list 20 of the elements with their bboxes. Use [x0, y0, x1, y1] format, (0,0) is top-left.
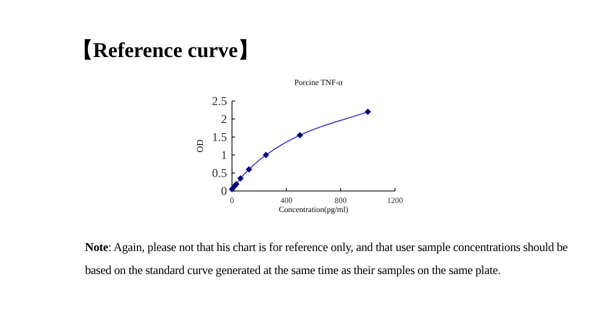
point	[364, 108, 372, 115]
point	[296, 132, 304, 138]
x-tick-label: 400	[280, 196, 292, 205]
point	[262, 152, 270, 158]
y-tick-label: 2	[221, 112, 227, 126]
x-axis-title: Concentration(pg/ml)	[278, 205, 348, 214]
text: Note: Again, please not that his chart is for reference only, and that user sample concentrations should be based on the standard curve generated at the same time as their samples on the same plate.	[85, 240, 568, 277]
y-axis-title: OD	[195, 139, 205, 152]
y-tick-label: 1	[221, 148, 227, 162]
y-tick-label: 0.5	[212, 166, 227, 180]
x-tick-label: 1200	[387, 196, 403, 205]
text: 【Reference curve】	[72, 38, 259, 62]
x-tick-label: 0	[230, 196, 234, 205]
chart-title: Porcine TNF-α	[294, 78, 344, 87]
point	[246, 166, 252, 173]
y-tick-label: 2.5	[212, 94, 227, 108]
x-tick-label: 800	[334, 196, 347, 205]
y-tick-label: 1.5	[212, 130, 227, 144]
point	[233, 180, 240, 188]
point	[237, 175, 244, 182]
